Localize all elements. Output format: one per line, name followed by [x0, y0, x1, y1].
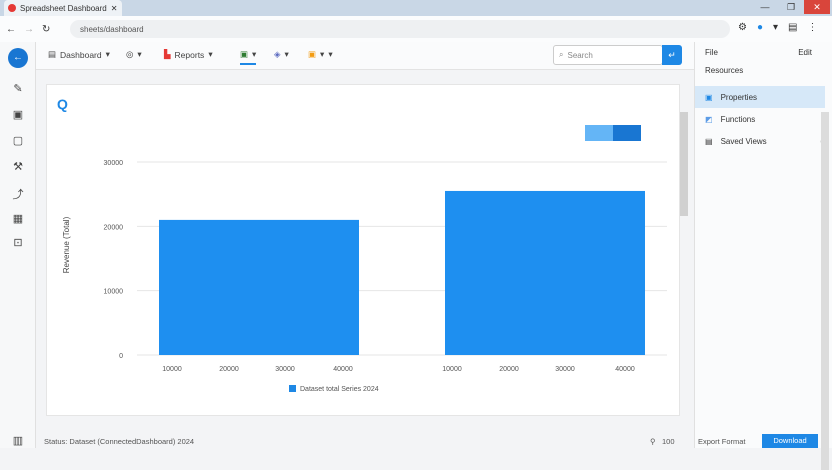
side-section-title: Resources	[705, 66, 744, 75]
x-tick-label: 30000	[555, 366, 575, 373]
reload-icon[interactable]: ↻	[42, 23, 51, 35]
excel-icon: ▣	[240, 49, 249, 59]
nav-rail: ← ✎ ▣ ▢ ⚒ ⤴ ▦ ⊡ ▥	[0, 42, 36, 448]
y-tick-label: 30000	[104, 160, 124, 167]
document-icon: ▤	[705, 136, 713, 146]
share-icon[interactable]: ⤴	[12, 189, 24, 201]
grid-icon[interactable]: ▦	[12, 213, 24, 225]
bar-chart: Q Revenue (Total) 0 10000 20000 30000 10000 2…	[57, 96, 667, 393]
legend-label: Dataset total Series 2024	[300, 386, 379, 393]
zoom-icon[interactable]: ⚲	[650, 437, 656, 446]
side-item-properties[interactable]: ▣ Properties	[695, 86, 825, 108]
y-axis-label: Revenue (Total)	[62, 216, 71, 273]
export-format-link[interactable]: Export Format	[698, 437, 746, 446]
contact-icon[interactable]: ▣	[12, 109, 24, 121]
chart-icon: ▙	[164, 49, 171, 59]
download-button[interactable]: Download	[762, 434, 818, 448]
browser-actions: ⚙ ● ▾ ▤ ⋮	[738, 22, 818, 33]
tool-icon[interactable]: ⚒	[13, 161, 23, 173]
x-tick-label: 10000	[442, 366, 462, 373]
close-dot-icon[interactable]	[8, 4, 16, 12]
side-item-label: Properties	[720, 92, 758, 102]
chevron-down-icon[interactable]: ▾	[773, 22, 779, 33]
x-tick-label: 40000	[333, 366, 353, 373]
maximize-icon[interactable]: ❐	[786, 1, 796, 12]
side-item-label: Saved Views	[720, 136, 767, 146]
table-icon[interactable]: ▥	[12, 435, 24, 447]
settings-icon[interactable]: ⊡	[13, 237, 23, 249]
dashboard-menu[interactable]: ▤ Dashboard ▾	[48, 49, 110, 60]
y-tick-label: 0	[119, 353, 123, 360]
panel-icon: ▣	[705, 92, 713, 102]
bar	[159, 219, 359, 355]
link-button[interactable]: ◈ ▾	[274, 49, 289, 59]
legend-swatch-dark	[613, 125, 641, 141]
home-icon[interactable]: ←	[8, 48, 28, 68]
x-tick-label: 20000	[499, 366, 519, 373]
x-tick-label: 10000	[162, 366, 182, 373]
search-button[interactable]: ↵	[662, 45, 682, 65]
url-text: sheets/dashboard	[80, 24, 144, 34]
scrollbar[interactable]	[680, 112, 688, 216]
tab-title: Spreadsheet Dashboard	[20, 3, 107, 13]
chart-logo-icon: Q	[57, 96, 68, 112]
menu-icon[interactable]: ⋮	[807, 22, 818, 33]
close-icon[interactable]: ✕	[110, 3, 118, 13]
minimize-icon[interactable]: —	[760, 2, 770, 12]
bar	[445, 190, 645, 355]
y-tick-label: 20000	[104, 224, 124, 231]
x-tick-label: 40000	[615, 366, 635, 373]
chart-icon: ◩	[705, 114, 713, 124]
pen-icon[interactable]: ✎	[13, 83, 23, 95]
status-text: Status: Dataset (ConnectedDashboard) 202…	[44, 437, 195, 446]
link-icon: ◈	[274, 49, 281, 59]
eye-icon: ◎	[126, 49, 134, 59]
side-panel: File Edit Resources ▣ Properties ◩ Functio…	[694, 42, 832, 470]
side-header-right: Edit	[798, 48, 812, 57]
profile-icon[interactable]: ●	[756, 22, 764, 33]
search-input[interactable]: ⌕ Search	[553, 45, 663, 65]
book-icon[interactable]: ▢	[12, 135, 24, 147]
side-item-saved-views[interactable]: ▤Saved Views◌	[695, 130, 825, 152]
side-header-left: File	[705, 48, 718, 57]
folder-button[interactable]: ▣ ▾ ▾	[308, 49, 333, 59]
extension-icon[interactable]: ⚙	[738, 22, 747, 33]
y-tick-label: 10000	[104, 289, 124, 296]
legend-swatch-light	[585, 125, 613, 141]
title-bar: Spreadsheet Dashboard ✕ — ❐ ✕	[0, 0, 832, 16]
export-button[interactable]: ▣ ▾	[240, 49, 257, 65]
sheet-icon: ▤	[48, 49, 57, 59]
x-tick-label: 30000	[275, 366, 295, 373]
side-item-functions[interactable]: ◩ Functions	[695, 108, 825, 130]
back-icon[interactable]: ←	[6, 23, 16, 35]
reports-menu[interactable]: ▙ Reports ▾	[164, 49, 213, 60]
chart-panel: Q Revenue (Total) 0 10000 20000 30000 10000 2…	[46, 84, 680, 416]
side-scrollbar[interactable]	[821, 112, 829, 470]
side-item-label: Functions	[720, 114, 756, 124]
status-bar: Status: Dataset (ConnectedDashboard) 202…	[36, 434, 832, 448]
menu-label: Reports	[174, 49, 205, 60]
legend-swatch	[289, 385, 296, 392]
forward-icon[interactable]: →	[24, 23, 34, 35]
zoom-level: 100	[662, 437, 675, 446]
folder-icon: ▣	[308, 49, 317, 59]
url-field[interactable]: sheets/dashboard	[70, 20, 730, 38]
menu-label: Dashboard	[60, 49, 102, 60]
panel-icon[interactable]: ▤	[788, 22, 798, 33]
view-menu[interactable]: ◎ ▾	[126, 49, 142, 59]
search-icon: ⌕	[559, 50, 564, 59]
search-placeholder: Search	[567, 50, 593, 60]
browser-tab[interactable]: Spreadsheet Dashboard ✕	[4, 0, 122, 16]
x-tick-label: 20000	[219, 366, 239, 373]
window-close-icon[interactable]: ✕	[804, 0, 830, 14]
